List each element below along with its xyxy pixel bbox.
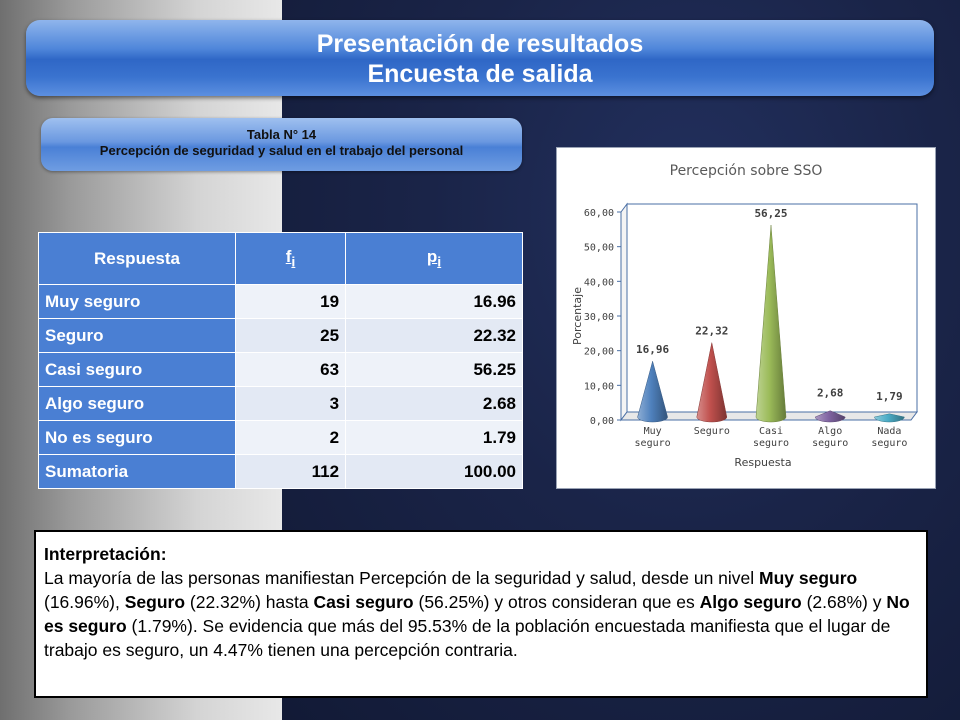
interpretation-box: Interpretación: La mayoría de las person… bbox=[34, 530, 928, 698]
title-banner: Presentación de resultados Encuesta de s… bbox=[26, 20, 934, 96]
cone-bar bbox=[814, 410, 846, 423]
x-tick-label: seguro bbox=[635, 438, 671, 449]
row-percentage: 100.00 bbox=[345, 454, 523, 489]
data-label: 1,79 bbox=[876, 390, 903, 403]
header-respuesta: Respuesta bbox=[38, 232, 236, 285]
x-tick-label: seguro bbox=[753, 438, 789, 449]
header-fi-label: f bbox=[285, 246, 292, 266]
row-percentage: 56.25 bbox=[345, 352, 523, 387]
interp-text-5: (2.68%) y bbox=[801, 592, 887, 612]
interp-text-3: (22.32%) hasta bbox=[185, 592, 314, 612]
x-tick-label: seguro bbox=[871, 438, 907, 449]
table-row-total: Sumatoria 112 100.00 bbox=[38, 454, 523, 489]
chart-title: Percepción sobre SSO bbox=[670, 163, 823, 179]
x-tick-label: Nada bbox=[877, 426, 901, 437]
x-tick-label: Muy bbox=[644, 426, 662, 437]
row-label: Seguro bbox=[38, 318, 236, 353]
header-pi: pi bbox=[345, 232, 523, 285]
row-percentage: 16.96 bbox=[345, 284, 523, 319]
row-label: Algo seguro bbox=[38, 386, 236, 421]
interp-bold-muy-seguro: Muy seguro bbox=[759, 568, 858, 588]
table-row: No es seguro 2 1.79 bbox=[38, 420, 523, 455]
cone-bar bbox=[696, 342, 728, 423]
interpretation-heading: Interpretación: bbox=[44, 544, 167, 564]
interp-text-1: La mayoría de las personas manifiestan P… bbox=[44, 568, 760, 588]
row-percentage: 22.32 bbox=[345, 318, 523, 353]
cone-chart: Percepción sobre SSO 0,00 10,00 20,00 30,00 4… bbox=[571, 163, 918, 469]
interpretation-text: La mayoría de las personas manifiestan P… bbox=[44, 566, 918, 662]
table-row: Casi seguro 63 56.25 bbox=[38, 352, 523, 387]
header-fi: fi bbox=[234, 232, 347, 285]
chart-panel: Percepción sobre SSO 0,00 10,00 20,00 30,00 4… bbox=[556, 147, 936, 489]
y-tick-label: 0,00 bbox=[590, 416, 614, 427]
table-row: Muy seguro 19 16.96 bbox=[38, 284, 523, 319]
y-tick-label: 30,00 bbox=[584, 312, 614, 323]
interp-text-6: (1.79%). Se evidencia que más del 95.53%… bbox=[44, 616, 891, 660]
data-label: 16,96 bbox=[636, 343, 669, 356]
y-tick-label: 10,00 bbox=[584, 381, 614, 392]
interp-bold-casi-seguro: Casi seguro bbox=[313, 592, 414, 612]
row-label: Sumatoria bbox=[38, 454, 236, 489]
row-frequency: 25 bbox=[234, 318, 347, 353]
row-frequency: 2 bbox=[234, 420, 347, 455]
slide-subtitle: Encuesta de salida bbox=[367, 60, 593, 88]
x-tick-label: seguro bbox=[812, 438, 848, 449]
interp-text-2: (16.96%), bbox=[44, 592, 125, 612]
row-label: Muy seguro bbox=[38, 284, 236, 319]
x-tick-label: Algo bbox=[818, 426, 842, 437]
cone-bar bbox=[874, 413, 905, 423]
row-percentage: 2.68 bbox=[345, 386, 523, 421]
interp-bold-algo-seguro: Algo seguro bbox=[699, 592, 802, 612]
interp-bold-seguro: Seguro bbox=[124, 592, 186, 612]
cone-bar bbox=[755, 224, 787, 423]
row-frequency: 112 bbox=[234, 454, 347, 489]
header-fi-subscript: i bbox=[291, 254, 296, 271]
table-number: Tabla N° 14 bbox=[246, 127, 317, 142]
row-frequency: 63 bbox=[234, 352, 347, 387]
interp-bold-no-es-seguro: No es seguro bbox=[44, 592, 910, 636]
data-label: 56,25 bbox=[754, 207, 787, 220]
table-row: Algo seguro 3 2.68 bbox=[38, 386, 523, 421]
y-tick-label: 20,00 bbox=[584, 347, 614, 358]
table-row: Seguro 25 22.32 bbox=[38, 318, 523, 353]
data-label: 2,68 bbox=[817, 387, 844, 400]
y-tick-label: 50,00 bbox=[584, 243, 614, 254]
data-label: 22,32 bbox=[695, 325, 728, 338]
header-pi-subscript: i bbox=[437, 254, 442, 271]
row-frequency: 3 bbox=[234, 386, 347, 421]
results-table: Respuesta fi pi Muy seguro 19 16.96 Segu… bbox=[38, 232, 523, 489]
chart-side-wall bbox=[620, 202, 628, 422]
cone-bar bbox=[637, 360, 668, 423]
row-label: Casi seguro bbox=[38, 352, 236, 387]
y-tick-label: 40,00 bbox=[584, 277, 614, 288]
row-label: No es seguro bbox=[38, 420, 236, 455]
table-caption: Tabla N° 14 Percepción de seguridad y sa… bbox=[41, 118, 522, 171]
row-percentage: 1.79 bbox=[345, 420, 523, 455]
interp-text-4: (56.25%) y otros consideran que es bbox=[413, 592, 700, 612]
x-axis-title: Respuesta bbox=[734, 456, 791, 469]
row-frequency: 19 bbox=[234, 284, 347, 319]
slide-title: Presentación de resultados bbox=[316, 30, 644, 58]
x-tick-label: Seguro bbox=[694, 426, 730, 437]
y-axis-title: Porcentaje bbox=[571, 287, 584, 345]
y-tick-label: 60,00 bbox=[584, 208, 614, 219]
table-description: Percepción de seguridad y salud en el tr… bbox=[99, 143, 464, 158]
header-pi-label: p bbox=[426, 246, 438, 266]
x-tick-label: Casi bbox=[759, 426, 783, 437]
table-header-row: Respuesta fi pi bbox=[38, 232, 523, 285]
